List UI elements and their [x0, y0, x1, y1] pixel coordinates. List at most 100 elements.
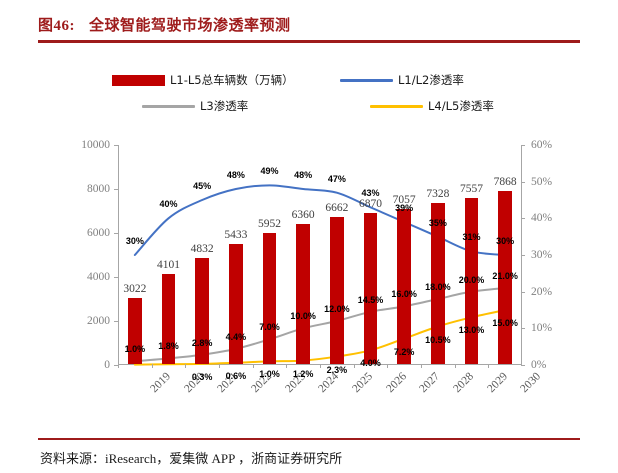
bar-2025 [330, 217, 344, 364]
point-value-label: 48% [294, 170, 313, 180]
point-value-label: 2.8% [191, 337, 213, 348]
legend-swatch-line-l4l5-icon [370, 104, 423, 108]
x-axis-tick [421, 364, 422, 368]
point-value-label: 35% [428, 217, 447, 228]
point-value-label: 2.3% [326, 364, 348, 375]
bar-value-label: 6870 [359, 197, 382, 210]
bar-2022 [229, 244, 243, 364]
bar-value-label: 7057 [392, 193, 416, 206]
y-axis-left-label: 8000 [87, 183, 110, 195]
line-L3 [133, 287, 507, 363]
point-value-label: 1.0% [259, 369, 280, 380]
y-axis-left-tick [114, 145, 118, 146]
point-value-label: 0.6% [225, 370, 247, 381]
source-divider [38, 438, 580, 440]
bar-value-label: 7557 [460, 182, 483, 195]
x-axis-label: 2027 [417, 370, 443, 396]
point-value-label: 20.0% [458, 274, 485, 285]
point-value-label: 1.0% [124, 344, 146, 355]
bar-2030 [498, 190, 512, 364]
y-axis-right-label: 60% [531, 139, 553, 151]
point-value-label: 21.0% [492, 271, 518, 281]
bar-2024 [296, 224, 310, 364]
point-value-label: 10.0% [290, 311, 316, 322]
point-value-label: 43% [361, 188, 380, 199]
legend-label-l1l2: L1/L2渗透率 [398, 73, 464, 87]
x-axis-tick [151, 364, 153, 368]
x-axis-tick [185, 364, 187, 368]
point-value-label: 14.5% [357, 294, 384, 305]
point-value-label: 49% [260, 166, 279, 177]
point-value-label: 13.0% [458, 325, 485, 336]
y-axis-right-label: 40% [531, 212, 553, 225]
point-value-label: 45% [193, 181, 212, 191]
point-value-label: 30% [125, 236, 144, 246]
x-axis-tick [387, 364, 389, 368]
bar-2019 [128, 297, 142, 364]
bar-2028 [431, 202, 445, 364]
y-axis-left-label: 2000 [87, 315, 110, 327]
y-axis-right-tick [521, 145, 525, 146]
y-axis-right-tick [521, 291, 525, 293]
legend-swatch-bar-icon [112, 74, 165, 86]
bar-value-label: 5952 [258, 218, 281, 231]
x-axis-label: 2026 [383, 370, 409, 396]
bar-value-label: 4832 [190, 242, 214, 255]
bar-value-label: 6360 [291, 209, 315, 222]
x-axis-tick [488, 364, 490, 368]
y-axis-right-label: 30% [531, 249, 553, 261]
x-axis-tick [219, 364, 220, 368]
legend-item-total-vehicles: L1-L5总车辆数（万辆） [112, 72, 294, 88]
bar-value-label: 7868 [493, 175, 517, 188]
x-axis-label: 2025 [350, 370, 375, 396]
point-value-label: 4.4% [225, 331, 247, 342]
bar-value-label: 4101 [157, 258, 180, 271]
y-axis-left [118, 145, 119, 365]
legend-item-l3: L3渗透率 [142, 98, 248, 114]
point-value-label: 30% [496, 236, 515, 246]
y-axis-right-tick [521, 218, 525, 220]
bar-value-label: 6662 [325, 202, 349, 215]
y-axis-left-tick [114, 321, 118, 322]
x-axis-tick [118, 364, 119, 368]
point-value-label: 12.0% [324, 304, 350, 314]
legend-label-l3: L3渗透率 [200, 99, 249, 113]
bar-value-label: 3022 [123, 282, 147, 295]
bar-2021 [195, 257, 209, 364]
legend-item-l4l5: L4/L5渗透率 [370, 98, 494, 114]
bar-2029 [464, 197, 479, 364]
x-axis-label: 2030 [518, 370, 544, 396]
point-value-label: 15.0% [492, 318, 518, 328]
y-axis-right-label: 0% [531, 359, 547, 371]
point-value-label: 31% [462, 232, 481, 243]
legend-swatch-line-l1l2-icon [340, 78, 393, 82]
legend-swatch-line-l3-icon [142, 104, 195, 108]
x-axis-label: 2028 [451, 370, 476, 396]
point-value-label: 47% [327, 173, 346, 184]
bar-value-label: 5433 [224, 229, 248, 242]
figure-number: 图46: [38, 18, 75, 34]
legend-item-l1l2: L1/L2渗透率 [340, 72, 464, 88]
y-axis-right-tick [521, 365, 525, 366]
x-axis-tick [353, 364, 355, 368]
x-axis-tick [320, 364, 321, 368]
legend-label-total-vehicles: L1-L5总车辆数（万辆） [170, 73, 294, 87]
source-note: 资料来源：iResearch，爱集微 APP ，浙商证券研究所 [40, 451, 343, 466]
y-axis-left-tick [114, 189, 118, 190]
point-value-label: 4.0% [360, 358, 381, 369]
y-axis-right-tick [521, 328, 525, 330]
point-value-label: 18.0% [425, 282, 451, 292]
y-axis-left-tick [114, 365, 118, 366]
x-axis-label: 2019 [148, 370, 173, 396]
point-value-label: 1.8% [158, 341, 179, 352]
chart-plot-area: 10000 8000 6000 4000 2000 0 60% 50% 40% 30% 20% 10%… [81, 139, 552, 395]
y-axis-left-tick [114, 233, 118, 234]
y-axis-left-label: 6000 [87, 227, 110, 239]
legend-label-l4l5: L4/L5渗透率 [428, 99, 494, 113]
figure-title: 图46: 全球智能驾驶市场渗透率预测 [38, 14, 291, 35]
x-axis-tick [286, 364, 288, 368]
point-value-label: 7.0% [259, 322, 280, 333]
bar-2026 [363, 212, 378, 364]
y-axis-right-label: 20% [531, 285, 553, 298]
x-axis-label: 2029 [484, 370, 510, 396]
